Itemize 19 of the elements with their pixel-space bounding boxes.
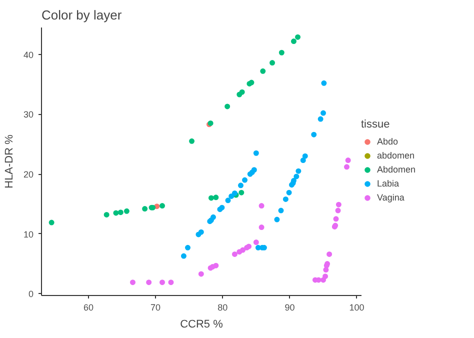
- legend-label: Abdo: [377, 136, 398, 148]
- y-tick-label: 0: [28, 289, 34, 300]
- legend-label: Labia: [377, 178, 400, 190]
- x-tick-label: 100: [349, 302, 364, 312]
- y-tick-label: 30: [23, 110, 34, 120]
- legend-label: Vagina: [377, 192, 404, 204]
- y-axis-title: HLA-DR %: [3, 134, 16, 188]
- y-tick-label: 10: [23, 229, 34, 240]
- legend-label: Abdomen: [377, 164, 416, 176]
- y-tick-label: 20: [23, 170, 34, 180]
- chart-title: Color by layer: [42, 8, 122, 22]
- y-tick-label: 40: [23, 50, 34, 60]
- x-tick-label: 90: [284, 302, 295, 312]
- legend-label: abdomen: [377, 150, 415, 162]
- x-tick-label: 80: [218, 302, 228, 312]
- x-axis-title: CCR5 %: [180, 318, 224, 330]
- x-tick-label: 60: [83, 302, 94, 312]
- legend-title: tissue: [361, 118, 391, 130]
- x-tick-label: 70: [150, 302, 161, 312]
